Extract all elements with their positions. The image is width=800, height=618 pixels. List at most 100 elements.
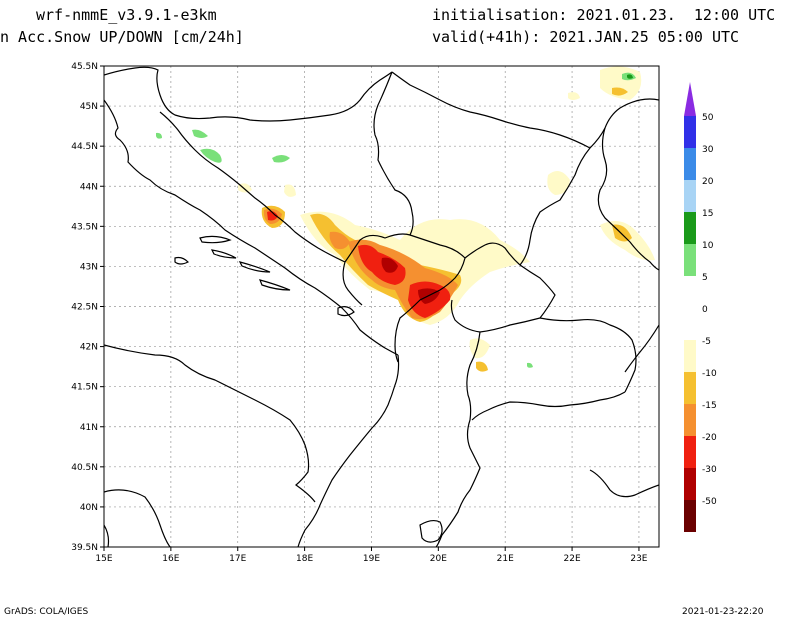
colorbar-label: 20 <box>702 177 714 187</box>
snow-field <box>272 155 290 163</box>
border <box>342 71 414 306</box>
snow-field <box>469 338 490 359</box>
snow-field <box>547 171 570 195</box>
colorbar-label: -20 <box>702 433 717 443</box>
colorbar-swatch <box>684 404 696 436</box>
x-tick-label: 16E <box>162 554 179 564</box>
border <box>519 98 659 266</box>
colorbar-label: 5 <box>702 273 708 283</box>
border <box>435 331 481 547</box>
island <box>210 249 237 259</box>
colorbar-swatch <box>684 340 696 372</box>
colorbar-swatch <box>684 308 696 340</box>
colorbar-swatch <box>684 212 696 244</box>
border <box>159 111 346 263</box>
colorbar-label: -50 <box>702 497 717 507</box>
model-title: wrf-nmmE_v3.9.1-e3km <box>36 6 217 24</box>
snow-field <box>200 148 222 163</box>
x-tick-label: 21E <box>497 554 514 564</box>
island <box>199 235 232 244</box>
border <box>471 391 626 421</box>
y-tick-label: 45N <box>80 102 98 112</box>
x-tick-label: 18E <box>296 554 313 564</box>
x-tick-label: 19E <box>363 554 380 564</box>
coastline <box>104 99 399 356</box>
colorbar-top-arrow <box>684 82 696 116</box>
y-tick-label: 39.5N <box>71 543 98 553</box>
variable-title: n Acc.Snow UP/DOWN [cm/24h] <box>0 28 244 46</box>
coastline <box>589 469 659 498</box>
colorbar-label: 10 <box>702 241 714 251</box>
x-tick-label: 15E <box>95 554 112 564</box>
border <box>450 242 556 333</box>
colorbar-swatch <box>684 436 696 468</box>
island <box>337 306 355 317</box>
snow-field <box>284 184 296 197</box>
snow-field <box>627 74 633 79</box>
border <box>394 234 466 363</box>
y-tick-label: 44.5N <box>71 142 98 152</box>
snow-field <box>192 129 208 138</box>
snow-field <box>156 132 162 139</box>
coastline <box>104 524 110 547</box>
island <box>258 279 291 291</box>
grid-lines <box>104 66 659 547</box>
y-tick-label: 41.5N <box>71 383 98 393</box>
x-tick-label: 22E <box>564 554 581 564</box>
snow-fields <box>156 66 655 372</box>
snow-field <box>358 244 406 285</box>
snow-field <box>381 257 398 273</box>
colorbar-label: 50 <box>702 113 714 123</box>
colorbar-swatch <box>684 148 696 180</box>
axis-ticks: 15E 16E 17E 18E 19E 20E 21E 22E 23E 45.5N 45N 44.5N… <box>71 62 648 564</box>
colorbar-swatch <box>684 116 696 148</box>
boundaries <box>104 66 659 547</box>
footer-left: GrADS: COLA/IGES <box>4 607 88 617</box>
x-tick-label: 17E <box>229 554 246 564</box>
colorbar-swatch <box>684 468 696 500</box>
coastline <box>297 354 400 547</box>
coastline <box>104 489 171 547</box>
y-tick-label: 44N <box>80 182 98 192</box>
island <box>238 261 271 273</box>
colorbar-bottom-arrow <box>684 502 696 532</box>
border <box>104 66 393 122</box>
y-tick-label: 40N <box>80 503 98 513</box>
footer-right: 2021-01-23-22:20 <box>682 607 764 617</box>
colorbar-label: -5 <box>702 337 711 347</box>
colorbar-label: -15 <box>702 401 717 411</box>
snow-field <box>527 362 533 368</box>
y-tick-label: 40.5N <box>71 463 98 473</box>
x-tick-label: 23E <box>630 554 647 564</box>
coastline <box>104 344 316 503</box>
colorbar-swatch <box>684 244 696 276</box>
colorbar-swatch <box>684 276 696 308</box>
border <box>624 324 659 373</box>
snow-field <box>612 87 628 96</box>
snow-field <box>267 211 278 221</box>
border <box>391 71 591 149</box>
colorbar-label: -10 <box>702 369 717 379</box>
valid-time: valid(+41h): 2021.JAN.25 05:00 UTC <box>432 28 740 46</box>
init-time: initialisation: 2021.01.23. 12:00 UTC <box>432 6 776 24</box>
y-tick-label: 45.5N <box>71 62 98 72</box>
island <box>174 256 190 265</box>
border <box>539 317 637 393</box>
colorbar-swatch <box>684 372 696 404</box>
colorbar-label: 15 <box>702 209 713 219</box>
colorbar-swatch <box>684 180 696 212</box>
y-tick-label: 43.5N <box>71 222 98 232</box>
y-tick-label: 41N <box>80 423 98 433</box>
y-tick-label: 42.5N <box>71 303 98 313</box>
x-tick-label: 20E <box>430 554 447 564</box>
colorbar-label: 30 <box>702 145 714 155</box>
border <box>597 127 659 271</box>
snow-field <box>329 231 350 250</box>
colorbar-label: 0 <box>702 305 708 315</box>
coastline <box>419 519 443 543</box>
snow-field <box>476 361 488 372</box>
y-tick-label: 42N <box>80 343 98 353</box>
snow-field <box>568 92 580 100</box>
